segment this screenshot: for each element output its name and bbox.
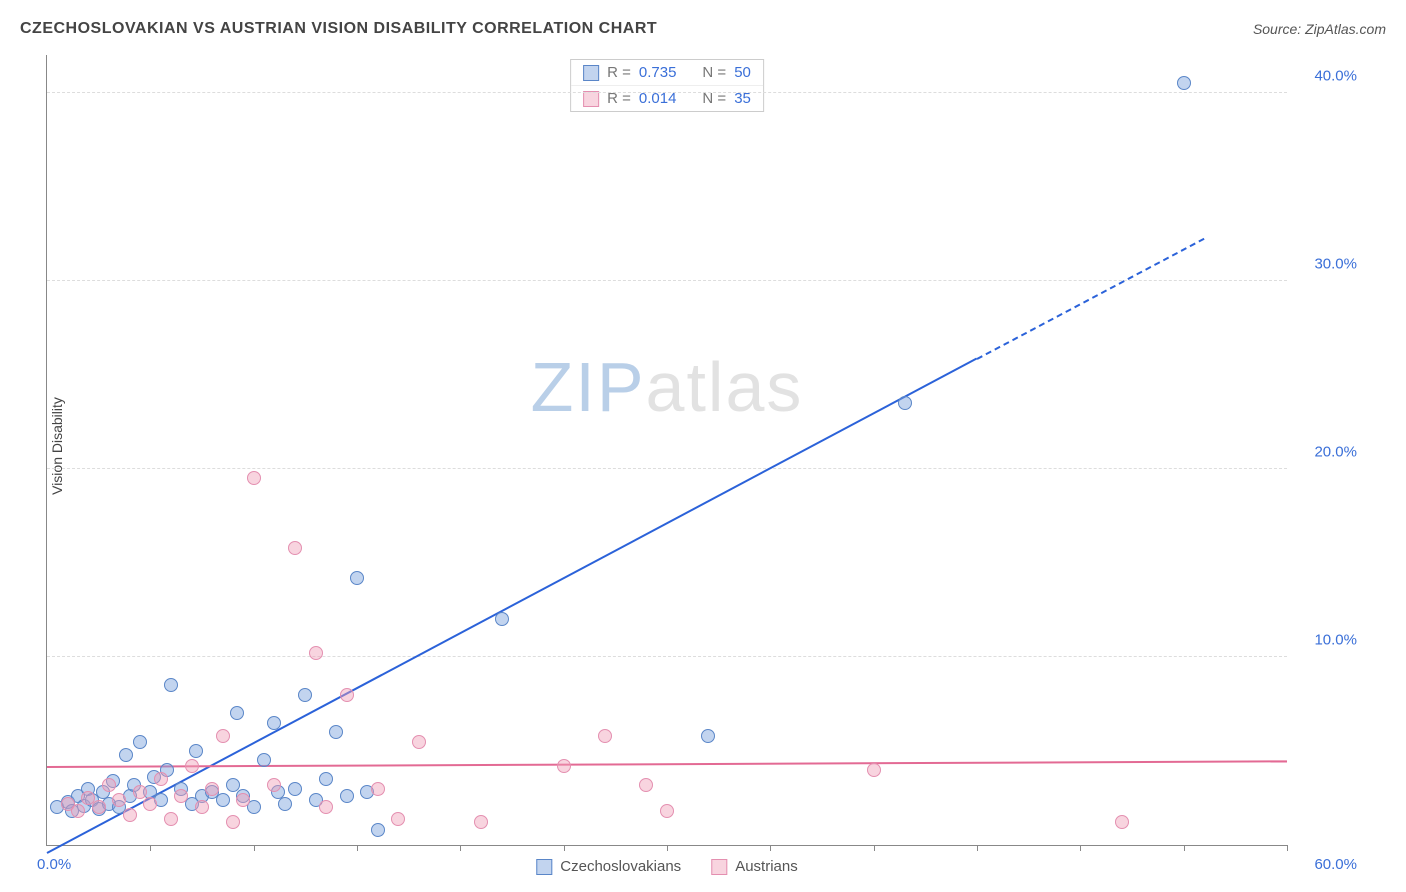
- data-point-austrian: [164, 812, 178, 826]
- data-point-austrian: [598, 729, 612, 743]
- data-point-austrian: [185, 759, 199, 773]
- y-tick-label: 30.0%: [1297, 255, 1357, 272]
- data-point-austrian: [412, 735, 426, 749]
- data-point-austrian: [319, 800, 333, 814]
- x-tick: [977, 845, 978, 851]
- data-point-austrian: [195, 800, 209, 814]
- data-point-austrian: [71, 804, 85, 818]
- chart-title: CZECHOSLOVAKIAN VS AUSTRIAN VISION DISAB…: [20, 20, 657, 38]
- y-tick-label: 40.0%: [1297, 67, 1357, 84]
- legend-bottom: Czechoslovakians Austrians: [536, 858, 797, 875]
- data-point-austrian: [1115, 815, 1129, 829]
- data-point-czech: [189, 744, 203, 758]
- legend-swatch-czech: [536, 859, 552, 875]
- data-point-austrian: [391, 812, 405, 826]
- legend-swatch-czech: [583, 65, 599, 81]
- data-point-austrian: [143, 797, 157, 811]
- legend-item-austrian: Austrians: [711, 858, 798, 875]
- gridline: [47, 468, 1287, 469]
- x-tick: [564, 845, 565, 851]
- data-point-czech: [119, 748, 133, 762]
- x-tick: [1184, 845, 1185, 851]
- data-point-czech: [371, 823, 385, 837]
- data-point-austrian: [123, 808, 137, 822]
- data-point-czech: [701, 729, 715, 743]
- stats-row-czech: R = 0.735 N = 50: [571, 60, 763, 85]
- data-point-czech: [133, 735, 147, 749]
- data-point-czech: [1177, 76, 1191, 90]
- trend-line: [47, 358, 978, 854]
- data-point-czech: [230, 706, 244, 720]
- y-tick-label: 20.0%: [1297, 443, 1357, 460]
- data-point-czech: [350, 571, 364, 585]
- n-label: N =: [702, 64, 726, 81]
- data-point-austrian: [205, 782, 219, 796]
- correlation-stats-box: R = 0.735 N = 50 R = 0.014 N = 35: [570, 59, 764, 112]
- legend-swatch-austrian: [583, 91, 599, 107]
- x-tick: [667, 845, 668, 851]
- r-label: R =: [607, 64, 631, 81]
- data-point-austrian: [247, 471, 261, 485]
- chart-plot-area: ZIPatlas R = 0.735 N = 50 R = 0.014 N = …: [46, 55, 1287, 846]
- x-tick: [874, 845, 875, 851]
- x-tick: [460, 845, 461, 851]
- data-point-austrian: [288, 541, 302, 555]
- data-point-austrian: [102, 778, 116, 792]
- x-axis-max-label: 60.0%: [1314, 856, 1357, 873]
- data-point-czech: [495, 612, 509, 626]
- r-value-czech: 0.735: [639, 64, 677, 81]
- data-point-austrian: [309, 646, 323, 660]
- x-tick: [770, 845, 771, 851]
- data-point-czech: [288, 782, 302, 796]
- data-point-czech: [898, 396, 912, 410]
- data-point-czech: [257, 753, 271, 767]
- trend-line: [977, 237, 1205, 359]
- x-axis-min-label: 0.0%: [37, 856, 71, 873]
- data-point-czech: [216, 793, 230, 807]
- y-tick-label: 10.0%: [1297, 631, 1357, 648]
- data-point-austrian: [340, 688, 354, 702]
- x-tick: [1080, 845, 1081, 851]
- data-point-austrian: [474, 815, 488, 829]
- x-tick: [254, 845, 255, 851]
- data-point-austrian: [92, 800, 106, 814]
- gridline: [47, 280, 1287, 281]
- x-tick: [1287, 845, 1288, 851]
- data-point-austrian: [557, 759, 571, 773]
- data-point-austrian: [371, 782, 385, 796]
- data-point-austrian: [112, 793, 126, 807]
- data-point-austrian: [267, 778, 281, 792]
- legend-item-czech: Czechoslovakians: [536, 858, 681, 875]
- data-point-czech: [267, 716, 281, 730]
- source-attribution: Source: ZipAtlas.com: [1253, 21, 1386, 37]
- data-point-czech: [164, 678, 178, 692]
- legend-swatch-austrian: [711, 859, 727, 875]
- data-point-austrian: [236, 793, 250, 807]
- gridline: [47, 656, 1287, 657]
- data-point-austrian: [639, 778, 653, 792]
- watermark-part2: atlas: [646, 348, 804, 426]
- legend-label-austrian: Austrians: [735, 858, 798, 875]
- data-point-czech: [298, 688, 312, 702]
- data-point-czech: [278, 797, 292, 811]
- data-point-austrian: [660, 804, 674, 818]
- data-point-austrian: [867, 763, 881, 777]
- data-point-czech: [340, 789, 354, 803]
- data-point-austrian: [216, 729, 230, 743]
- gridline: [47, 92, 1287, 93]
- data-point-austrian: [226, 815, 240, 829]
- data-point-austrian: [154, 772, 168, 786]
- watermark: ZIPatlas: [531, 347, 804, 427]
- stats-row-austrian: R = 0.014 N = 35: [571, 85, 763, 111]
- x-tick: [357, 845, 358, 851]
- legend-label-czech: Czechoslovakians: [560, 858, 681, 875]
- x-tick: [150, 845, 151, 851]
- n-value-czech: 50: [734, 64, 751, 81]
- watermark-part1: ZIP: [531, 348, 646, 426]
- trend-line: [47, 760, 1287, 768]
- data-point-czech: [329, 725, 343, 739]
- data-point-austrian: [174, 789, 188, 803]
- data-point-czech: [319, 772, 333, 786]
